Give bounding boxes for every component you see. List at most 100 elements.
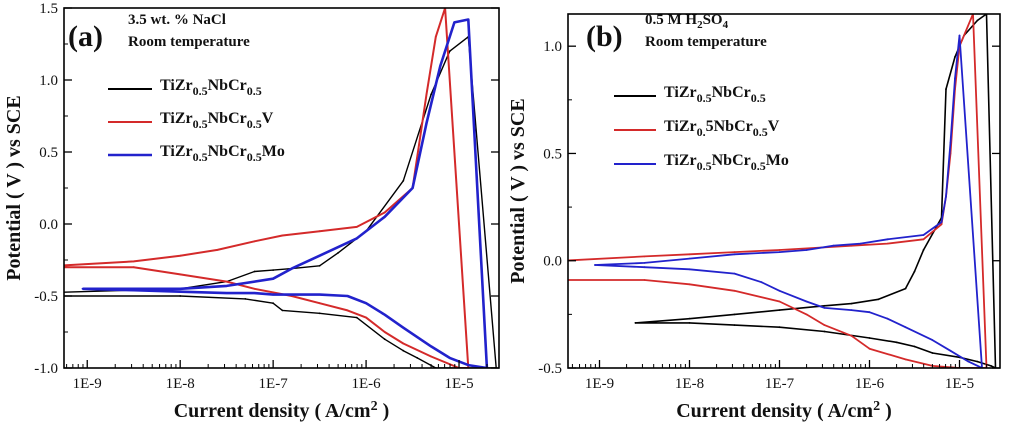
data-point <box>430 93 432 96</box>
data-point <box>318 293 321 296</box>
y-tick-label: -0.5 <box>34 289 58 305</box>
data-point <box>31 292 33 294</box>
plot-frame <box>63 7 500 369</box>
data-point <box>954 77 956 80</box>
data-point <box>430 355 432 358</box>
data-point <box>931 339 934 341</box>
y-tick-label: -1.0 <box>34 361 58 377</box>
data-point <box>272 277 274 280</box>
data-point <box>290 267 293 270</box>
data-point <box>688 322 691 324</box>
data-point <box>467 18 470 21</box>
x-tick-label: 1E-5 <box>945 376 974 392</box>
x-tick-label: 1E-8 <box>675 376 704 392</box>
data-point <box>904 326 907 329</box>
data-point <box>922 249 925 251</box>
data-point <box>253 292 256 294</box>
data-point <box>281 234 284 237</box>
data-point <box>383 331 386 333</box>
data-point <box>913 270 916 273</box>
data-point <box>81 287 84 290</box>
data-point <box>365 316 367 319</box>
data-point <box>244 298 247 300</box>
data-point <box>940 221 943 224</box>
data-point <box>355 316 358 319</box>
data-point <box>634 322 637 324</box>
data-point <box>453 21 456 24</box>
series-line-3 <box>594 34 983 368</box>
data-point <box>778 289 781 292</box>
data-point <box>850 334 853 337</box>
x-tick-label: 1E-7 <box>765 376 795 392</box>
data-point <box>216 249 219 251</box>
condition-text: Room temperature <box>645 34 767 50</box>
data-point <box>31 266 33 268</box>
data-point <box>805 300 808 303</box>
data-point <box>411 187 414 189</box>
y-tick-label: 1.0 <box>543 39 562 55</box>
series-line-1 <box>64 36 497 368</box>
data-point <box>439 64 442 67</box>
data-point <box>733 324 736 326</box>
data-point <box>355 237 358 240</box>
panel-label: (a) <box>68 20 103 53</box>
data-point <box>823 307 826 309</box>
data-point <box>805 313 808 316</box>
data-point <box>904 287 907 290</box>
data-point <box>967 360 970 363</box>
series-line-2 <box>64 8 470 368</box>
x-tick-label: 1E-9 <box>585 376 614 392</box>
data-point <box>868 347 871 350</box>
y-axis-label: Potential ( V ) vs SCE <box>507 98 529 283</box>
data-point <box>132 260 135 263</box>
data-point <box>733 251 736 254</box>
legend-label: TiZr0.5NbCr0.5 <box>160 77 262 98</box>
data-point <box>365 302 367 305</box>
data-point <box>733 272 736 275</box>
condition-text: 3.5 wt. % NaCl <box>128 12 226 28</box>
data-point <box>733 289 736 292</box>
data-point <box>895 341 898 344</box>
series-line-2 <box>568 14 988 368</box>
data-point <box>760 281 763 284</box>
panel-a: 1E-9 1E-8 1E-7 1E-6 1E-5 -1.0 -0.5 0.0 0.5 1.0 1.5… <box>3 1 500 422</box>
data-point <box>688 257 691 260</box>
data-point <box>805 249 808 251</box>
data-point <box>318 302 321 305</box>
data-point <box>425 93 428 96</box>
data-point <box>225 292 228 294</box>
data-point <box>132 287 135 290</box>
data-point <box>945 195 947 198</box>
data-point <box>383 215 386 218</box>
x-tick-label: 1E-5 <box>444 376 473 392</box>
data-point <box>954 56 956 58</box>
x-tick-label: 1E-7 <box>259 376 289 392</box>
y-tick-label: 0.0 <box>543 254 562 270</box>
series-line-1 <box>635 14 997 368</box>
data-point <box>318 312 321 315</box>
data-point <box>688 317 691 320</box>
data-point <box>346 309 349 312</box>
y-axis-label: Potential ( V ) vs SCE <box>3 95 25 280</box>
y-tick-label: 0.0 <box>39 217 58 233</box>
x-axis-label: Current density ( A/cm2 ) <box>174 399 390 422</box>
data-point <box>402 349 405 352</box>
data-point <box>430 345 432 348</box>
x-tick-label: 1E-6 <box>855 376 885 392</box>
data-point <box>949 349 952 352</box>
data-point <box>402 342 405 345</box>
data-point <box>402 326 405 329</box>
data-point <box>563 279 565 281</box>
data-point <box>179 287 182 290</box>
data-point <box>467 364 470 366</box>
data-point <box>976 360 979 363</box>
data-point <box>179 273 182 276</box>
data-point <box>253 287 256 290</box>
data-point <box>318 230 321 233</box>
data-point <box>931 352 934 354</box>
series-line-3 <box>82 18 489 368</box>
data-point <box>253 270 256 273</box>
y-tick-label: 0.5 <box>39 145 58 161</box>
data-point <box>990 365 992 367</box>
